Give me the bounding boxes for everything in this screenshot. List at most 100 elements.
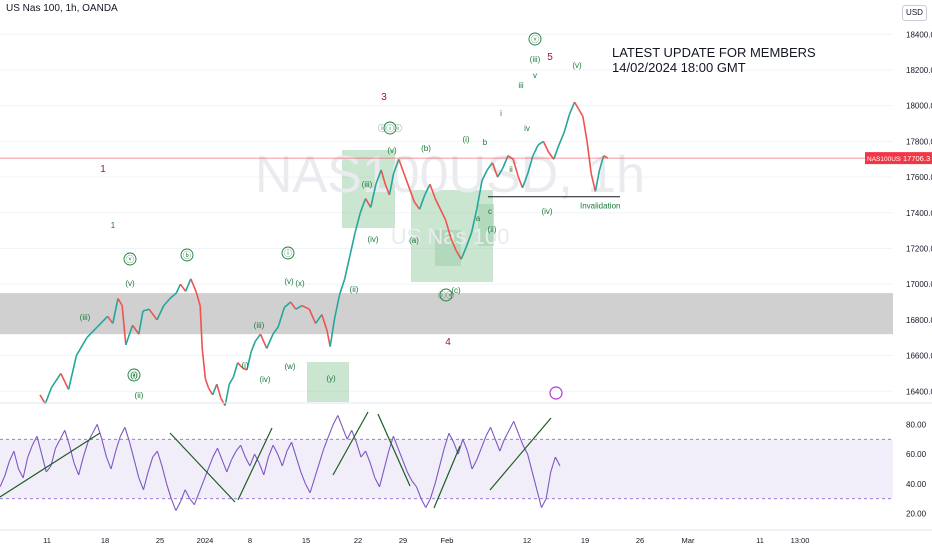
rsi-segment [411, 480, 417, 488]
rsi-segment [179, 489, 186, 502]
wave-label: (iii) [80, 313, 91, 322]
rsi-segment [13, 450, 20, 470]
rsi-segment [175, 501, 181, 511]
rsi-segment [166, 483, 172, 499]
rsi-segment [355, 442, 362, 458]
rsi-segment [522, 444, 529, 455]
price-segment [44, 387, 53, 405]
price-tick-label: 17800.0 [906, 137, 932, 146]
wave-label: (i) [241, 361, 248, 370]
wave-label: (v) [284, 277, 294, 286]
rsi-segment [281, 450, 288, 467]
price-segment [220, 398, 226, 406]
wave-circle [383, 121, 397, 135]
rsi-segment [129, 442, 135, 461]
price-segment [388, 173, 395, 196]
rsi-segment [193, 492, 200, 505]
rsi-segment [263, 456, 269, 476]
rsi-segment [471, 459, 478, 470]
wave-label: (iii) [254, 321, 265, 330]
price-segment [392, 158, 400, 174]
rsi-segment [78, 456, 84, 476]
price-tick-label: 18400.0 [906, 30, 932, 39]
price-segment [117, 298, 123, 307]
price-segment [594, 169, 601, 192]
rsi-segment [249, 453, 256, 467]
rsi-segment [45, 465, 52, 473]
rsi-segment [420, 498, 427, 508]
price-segment [259, 333, 268, 349]
rsi-segment [554, 456, 561, 467]
rsi-trend-line [489, 417, 552, 491]
rsi-segment [189, 498, 195, 506]
price-segment [156, 305, 165, 321]
price-segment [106, 315, 114, 324]
rsi-segment [309, 477, 316, 493]
price-segment [537, 140, 544, 146]
price-segment [272, 326, 279, 335]
rsi-segment [332, 415, 339, 425]
wave-circle [180, 248, 194, 262]
support-zone [0, 293, 893, 335]
rsi-segment [244, 456, 251, 467]
rsi-segment [226, 459, 232, 473]
rsi-segment [272, 444, 279, 455]
rsi-segment [508, 421, 515, 431]
rsi-segment [27, 444, 33, 458]
price-segment [343, 255, 351, 280]
rsi-segment [73, 462, 80, 476]
time-tick-label: 2024 [197, 536, 214, 545]
price-segment [369, 184, 377, 208]
rsi-segment [235, 444, 242, 452]
price-segment [568, 101, 576, 115]
price-segment [491, 162, 499, 178]
price-segment [60, 373, 70, 390]
currency-button[interactable]: USD [902, 5, 927, 21]
price-segment [398, 158, 405, 174]
wave-label: (x) [295, 279, 305, 288]
price-segment [517, 176, 524, 189]
price-segment [532, 144, 539, 157]
price-segment [429, 183, 436, 199]
wave-label: (i) [130, 371, 137, 380]
rsi-segment [439, 447, 445, 467]
time-tick-label: 13:00 [791, 536, 810, 545]
rsi-segment [369, 462, 376, 479]
rsi-segment [490, 427, 496, 440]
rsi-segment [550, 456, 556, 473]
time-tick-label: 12 [523, 536, 531, 545]
rsi-tick-label: 80.00 [906, 420, 927, 429]
rsi-tick-label: 40.00 [906, 480, 927, 489]
rsi-segment [457, 439, 464, 455]
rsi-segment [383, 450, 390, 470]
price-segment [142, 308, 150, 312]
rsi-segment [55, 438, 61, 449]
price-segment [224, 383, 231, 406]
rsi-segment [314, 462, 320, 479]
wave-label: ⓘⓥ [438, 291, 454, 300]
rsi-tick-label: 60.00 [906, 450, 927, 459]
price-segment [333, 294, 341, 321]
time-tick-label: 25 [156, 536, 164, 545]
rsi-segment [328, 424, 334, 437]
wave-circle [439, 288, 453, 302]
price-segment [439, 208, 447, 221]
price-segment [481, 169, 488, 182]
last-price-value: 17706.3 [903, 154, 930, 163]
price-segment [250, 341, 257, 353]
price-segment [190, 278, 197, 292]
wave-label: ⓘⓘⓘ [378, 124, 402, 133]
price-segment [573, 101, 580, 110]
wave-label: (v) [572, 61, 582, 70]
wave-label: (w) [284, 362, 295, 371]
rsi-segment [156, 450, 163, 467]
price-segment [295, 304, 303, 310]
rsi-segment [101, 439, 107, 458]
wave-label: a [476, 214, 481, 223]
price-segment [349, 232, 356, 256]
rsi-segment [406, 471, 413, 482]
wave-label: (y) [326, 374, 336, 383]
price-segment [138, 310, 144, 335]
wave-box [435, 230, 461, 266]
